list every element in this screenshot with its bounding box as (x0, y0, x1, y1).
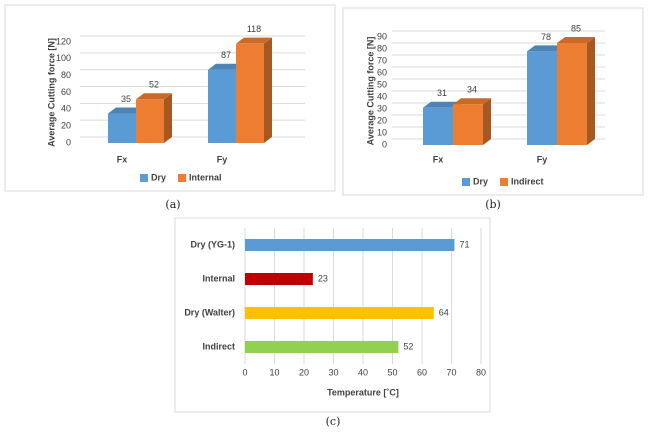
value-label: 85 (571, 23, 581, 33)
bar (527, 51, 557, 145)
bar (245, 239, 455, 251)
y-tick-label: 80 (377, 43, 387, 53)
x-tick-label: Fy (217, 154, 228, 164)
value-label: 23 (318, 273, 328, 283)
y-tick-label: 10 (377, 127, 387, 137)
value-label: 52 (149, 80, 159, 90)
legend-label: Dry (151, 172, 166, 182)
bar-top (208, 63, 244, 70)
bar-top (423, 101, 461, 108)
bar (245, 273, 313, 285)
bar-top (236, 37, 272, 44)
y-tick-label: Indirect (202, 341, 235, 351)
y-tick-label: 20 (61, 121, 71, 131)
legend-label: Dry (473, 176, 488, 186)
caption: (c) (326, 415, 341, 428)
y-tick-label: Internal (202, 273, 235, 283)
x-axis-title: Temperature [˚C] (327, 387, 399, 397)
value-label: 34 (467, 85, 477, 95)
bar-top (527, 45, 565, 52)
bar (557, 43, 587, 145)
value-label: 35 (121, 94, 131, 104)
panel-c-frame (174, 217, 491, 413)
x-tick-label: 50 (387, 367, 397, 377)
y-tick-label: 0 (382, 139, 387, 149)
y-axis-title: Average Cutting force [N] (46, 38, 56, 147)
x-tick-label: 30 (328, 367, 338, 377)
bar-side (264, 37, 272, 143)
x-tick-label: 0 (242, 367, 247, 377)
value-label: 31 (437, 88, 447, 98)
x-tick-label: 40 (358, 367, 368, 377)
legend-label: Indirect (511, 176, 544, 186)
bar (136, 99, 164, 143)
y-tick-label: 60 (377, 67, 387, 77)
panel-a-frame (4, 4, 336, 192)
y-tick-label: 50 (377, 79, 387, 89)
bar (453, 104, 483, 145)
caption: (b) (485, 198, 501, 211)
legend-swatch (140, 174, 148, 182)
x-tick-label: 20 (299, 367, 309, 377)
bar (423, 107, 453, 145)
panel-b-frame (342, 7, 644, 196)
y-tick-label: 90 (377, 31, 387, 41)
y-tick-label: 40 (61, 104, 71, 114)
legend-swatch (178, 174, 187, 182)
value-label: 78 (541, 32, 551, 42)
y-tick-label: 40 (377, 91, 387, 101)
bar (236, 43, 264, 143)
x-tick-label: 70 (446, 367, 456, 377)
bar-top (108, 107, 144, 114)
y-tick-label: 100 (56, 53, 71, 63)
x-tick-label: Fx (433, 154, 444, 164)
y-axis-title: Average Cutting force [N] (365, 37, 375, 146)
x-tick-label: 80 (476, 367, 486, 377)
value-label: 64 (439, 307, 449, 317)
y-tick-label: 80 (61, 70, 71, 80)
bar-top (557, 37, 595, 43)
x-tick-label: Fx (117, 154, 128, 164)
value-label: 118 (247, 24, 261, 34)
caption: (a) (165, 198, 180, 211)
y-tick-label: Dry (Walter) (184, 307, 235, 317)
y-tick-label: 120 (56, 36, 71, 46)
y-tick-label: 60 (61, 87, 71, 97)
value-label: 52 (403, 341, 413, 351)
bar (245, 341, 399, 353)
value-label: 71 (459, 239, 469, 249)
legend-swatch (462, 178, 470, 186)
legend-label: Internal (189, 172, 222, 182)
bar (245, 307, 434, 319)
legend-swatch (500, 178, 509, 186)
bar-side (164, 93, 172, 143)
bar (108, 113, 136, 143)
bar-side (587, 37, 595, 145)
bar (208, 69, 236, 143)
y-tick-label: 20 (377, 115, 387, 125)
y-tick-label: 30 (377, 103, 387, 113)
x-tick-label: Fy (537, 154, 548, 164)
y-tick-label: Dry (YG-1) (190, 239, 235, 249)
value-label: 87 (221, 50, 231, 60)
x-tick-label: 60 (417, 367, 427, 377)
x-tick-label: 10 (269, 367, 279, 377)
bar-side (483, 98, 491, 145)
bar-top (453, 98, 491, 105)
y-tick-label: 0 (66, 137, 71, 147)
bar-top (136, 93, 172, 100)
y-tick-label: 70 (377, 55, 387, 65)
